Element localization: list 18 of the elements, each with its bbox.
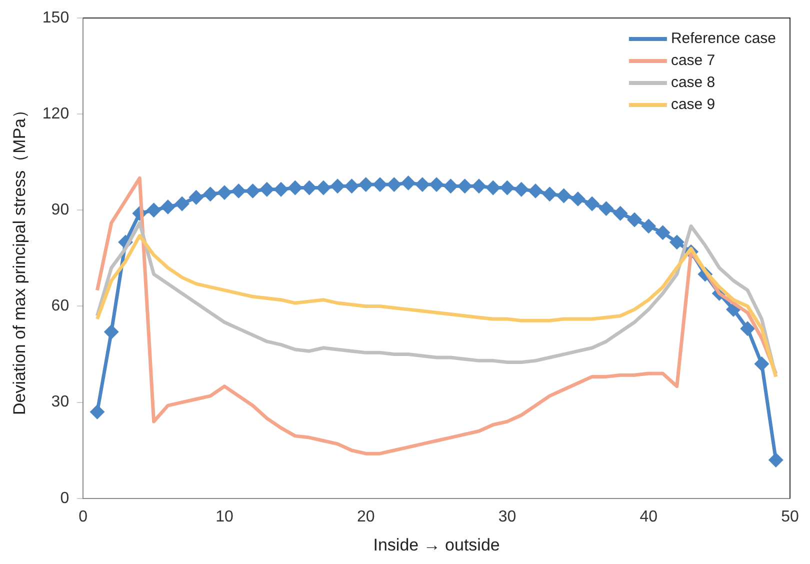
y-tick-label: 150 <box>42 9 70 26</box>
x-tick-label: 40 <box>640 508 658 526</box>
y-axis-title: Deviation of max principal stress（MPa） <box>10 101 29 416</box>
legend-label: Reference case <box>670 30 776 48</box>
y-tick-label: 90 <box>51 202 70 219</box>
x-tick-label: 20 <box>356 508 375 526</box>
legend-label: case 8 <box>670 74 716 92</box>
legend-label: case 7 <box>670 52 716 70</box>
legend-label: case 9 <box>670 96 716 114</box>
y-tick-label: 60 <box>51 298 70 315</box>
x-tick-label: 10 <box>216 508 234 526</box>
x-tick-label: 30 <box>498 508 516 526</box>
x-tick-label: 50 <box>781 508 799 526</box>
y-tick-label: 0 <box>60 490 70 507</box>
y-tick-label: 30 <box>51 394 70 411</box>
x-tick-label: 0 <box>78 508 88 526</box>
x-axis-title: Inside → outside <box>373 535 500 554</box>
y-tick-label: 120 <box>42 105 70 122</box>
